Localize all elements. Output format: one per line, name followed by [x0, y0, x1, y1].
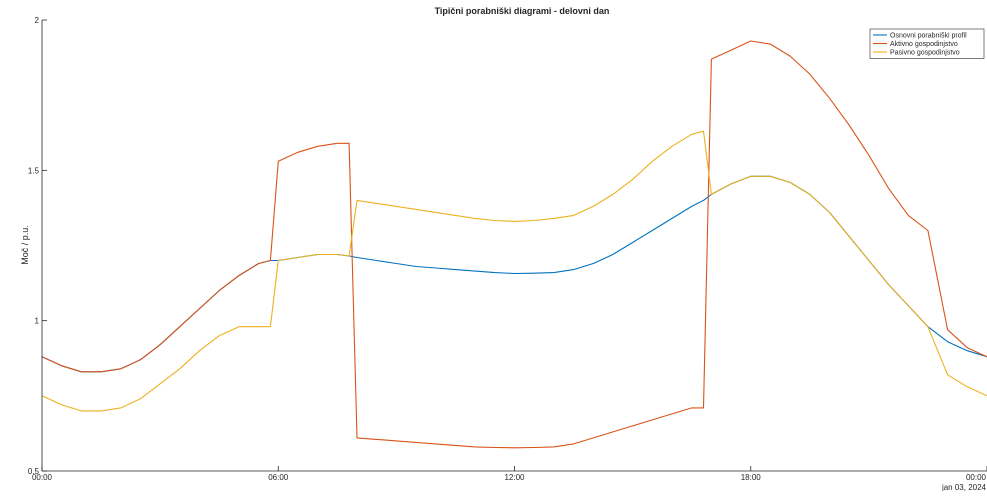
x-tick-label: 00:00: [32, 473, 53, 482]
x-tick-label: 12:00: [504, 473, 525, 482]
chart-title: Tipični porabniški diagrami - delovni da…: [435, 6, 610, 16]
plot-layer: 0.5 1 1.5 2 00:00 06:00 12:00 18:00 00:00: [28, 16, 987, 482]
legend-label-2: Aktivno gospodinjstvo: [890, 41, 958, 48]
x-tick-label: 06:00: [268, 473, 289, 482]
legend-label-3: Pasivno gospodinjstvo: [890, 50, 960, 57]
series-line-3: [41, 130, 987, 412]
legend-label-1: Osnovni porabniški profil: [890, 33, 967, 40]
x-date-label: jan 03, 2024: [941, 483, 987, 491]
series-line-2: [41, 40, 987, 449]
y-tick-label: 1.5: [28, 166, 40, 175]
y-tick-label: 0.5: [28, 467, 40, 476]
y-tick-label: 2: [35, 16, 40, 25]
x-tick-label: 00:00: [966, 473, 987, 482]
legend-box: [869, 28, 985, 59]
y-axis-label: Moč / p.u.: [20, 225, 30, 265]
x-tick-label: 18:00: [741, 473, 762, 482]
y-tick-label: 1: [35, 317, 40, 326]
